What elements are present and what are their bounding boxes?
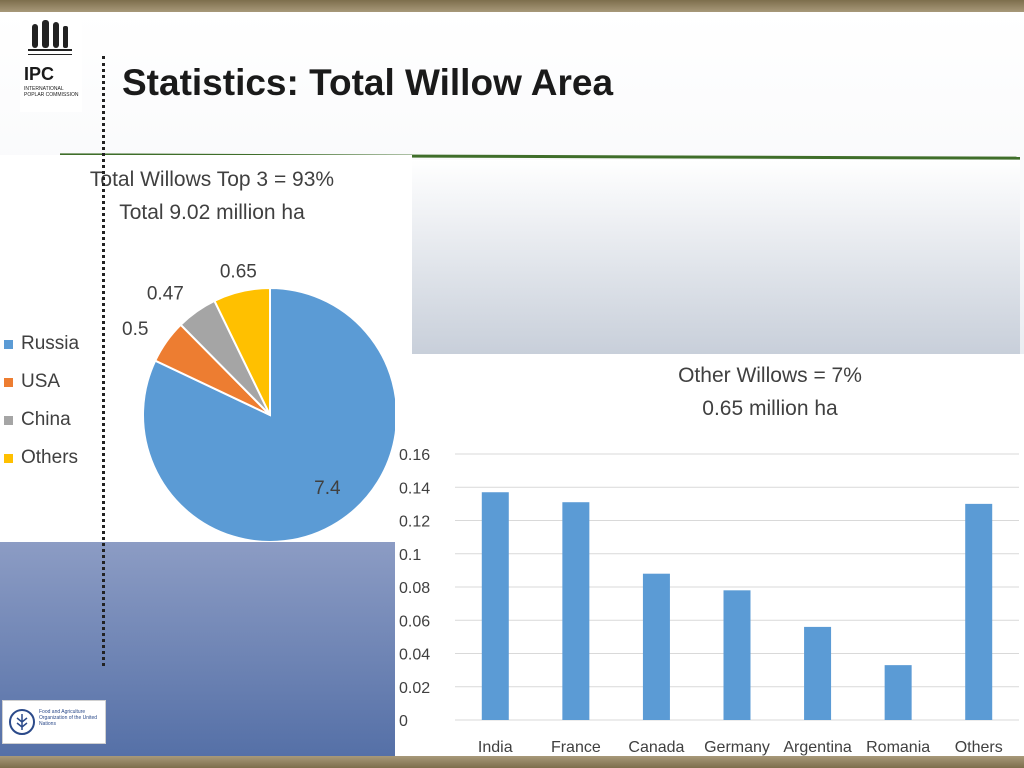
x-tick-label: France (551, 739, 601, 756)
y-tick-label: 0.1 (399, 547, 421, 564)
x-tick-label: Romania (866, 739, 930, 756)
x-tick-label: Others (955, 739, 1003, 756)
legend-swatch (4, 415, 13, 425)
background-shade (412, 160, 1020, 354)
fao-emblem-icon (9, 709, 35, 735)
y-tick-label: 0.04 (399, 647, 430, 664)
bar-chart-title: Other Willows = 7% (678, 364, 862, 387)
x-tick-label: Canada (628, 739, 684, 756)
legend-item-russia: Russia (4, 325, 79, 363)
legend-item-china: China (4, 401, 79, 439)
bar-chart: 0 0.02 0.04 0.06 0.08 0.1 0.12 0.14 0.16 India Fra… (399, 447, 1019, 756)
fao-logo: Food and Agriculture Organization of the… (2, 700, 106, 744)
legend-label: Others (21, 447, 79, 468)
dotted-divider (102, 56, 105, 666)
pie-chart-title: Total Willows Top 3 = 93% (89, 168, 335, 191)
pie-chart-title-block: Total Willows Top 3 = 93% Total 9.02 mil… (0, 163, 424, 229)
legend-swatch (4, 453, 13, 463)
y-tick-label: 0.12 (399, 514, 430, 531)
poplar-trees-icon (28, 20, 72, 55)
ipc-logo: IPC INTERNATIONAL POPLAR COMMISSION (20, 16, 82, 112)
legend-swatch (4, 339, 13, 349)
y-tick-label: 0 (399, 713, 408, 730)
fao-logo-text: Food and Agriculture Organization of the… (39, 709, 98, 727)
pie-slice-russia (142, 286, 398, 542)
legend-label: Russia (21, 333, 80, 354)
bar-france (562, 502, 590, 720)
bar-others (965, 503, 993, 720)
slide-title: Statistics: Total Willow Area (122, 62, 614, 103)
pie-chart-panel: 7.4 0.5 0.47 0.65 Total Willows Top 3 = 93%… (0, 155, 412, 542)
slide: IPC INTERNATIONAL POPLAR COMMISSION Stat… (0, 12, 1024, 756)
legend-item-others: Others (4, 439, 79, 477)
pie-legend: Russia USA China Others (4, 325, 79, 477)
bar-chart-subtitle: 0.65 million ha (702, 397, 838, 420)
logo-subtext: INTERNATIONAL POPLAR COMMISSION (24, 86, 79, 98)
y-tick-label: 0.06 (399, 613, 430, 630)
x-tick-label: India (478, 739, 513, 756)
bar-chart-panel: 0 0.02 0.04 0.06 0.08 0.1 0.12 0.14 0.16 India Fra… (395, 354, 1024, 756)
pie-label-others: 0.65 (220, 262, 257, 283)
x-tick-label: Germany (704, 739, 770, 756)
pie-chart-subtitle: Total 9.02 million ha (119, 201, 305, 224)
y-tick-label: 0.02 (399, 680, 430, 697)
legend-label: China (21, 409, 71, 430)
pie-slice-others (213, 286, 271, 416)
bar-romania (884, 665, 912, 720)
y-tick-label: 0.14 (399, 480, 430, 497)
y-tick-label: 0.08 (399, 580, 430, 597)
bar-chart-title-block: Other Willows = 7% 0.65 million ha (605, 359, 935, 425)
slide-frame-bottom (0, 756, 1024, 768)
slide-frame-top (0, 0, 1024, 12)
pie-label-russia: 7.4 (314, 478, 341, 499)
bar-canada (642, 573, 670, 720)
legend-item-usa: USA (4, 363, 79, 401)
pie-chart: 7.4 0.5 0.47 0.65 (122, 262, 398, 542)
x-tick-label: Argentina (783, 739, 852, 756)
legend-label: USA (21, 371, 61, 392)
bar-germany (723, 590, 751, 720)
y-tick-label: 0.16 (399, 447, 430, 464)
legend-swatch (4, 377, 13, 387)
bar-india (481, 492, 509, 720)
pie-label-china: 0.47 (147, 283, 184, 304)
bar-argentina (804, 626, 832, 720)
pie-label-usa: 0.5 (122, 319, 148, 340)
logo-text: IPC (24, 64, 55, 84)
